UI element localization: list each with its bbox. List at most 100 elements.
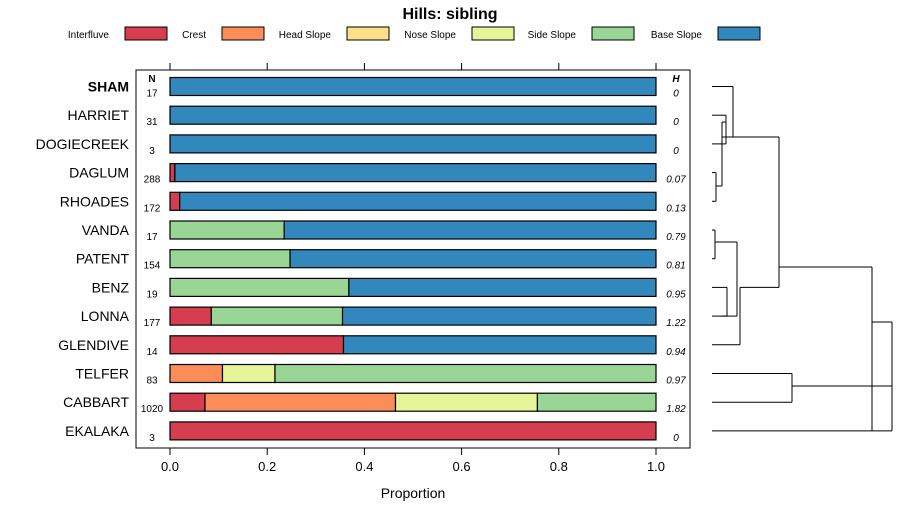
legend-swatch [221, 26, 265, 41]
bar-segment [283, 220, 657, 240]
bar-segment [174, 163, 657, 183]
row-label: LONNA [81, 308, 130, 324]
bar-segment [342, 335, 657, 355]
bar-segment [169, 105, 657, 125]
bar-row: RHOADES 172 0.13 [60, 191, 686, 214]
row-label: SHAM [88, 79, 129, 95]
bar-segment [169, 421, 657, 441]
n-value: 3 [149, 146, 155, 157]
bar-segment [204, 392, 397, 412]
h-value: 0.81 [666, 261, 685, 272]
n-value: 1020 [141, 404, 164, 415]
h-value: 1.82 [666, 404, 686, 415]
x-tick-label: 1.0 [647, 459, 665, 474]
h-value: 1.22 [666, 318, 686, 329]
bar-segment [169, 134, 657, 154]
row-label: EKALAKA [65, 423, 129, 439]
bar-segment [169, 363, 224, 384]
bar-segment [289, 249, 657, 269]
bar-row: PATENT 154 0.81 [76, 249, 686, 272]
bar-row: HARRIET 31 0 [68, 105, 679, 128]
legend-swatch [124, 26, 168, 41]
row-label: BENZ [92, 279, 130, 295]
row-label: TELFER [75, 366, 129, 382]
row-label: VANDA [82, 222, 130, 238]
bar-row: LONNA 177 1.22 [81, 306, 686, 329]
legend-label: Nose Slope [404, 30, 456, 41]
bar-segment [169, 76, 657, 97]
bar-segment [348, 277, 657, 297]
row-label: GLENDIVE [58, 337, 129, 353]
h-value: 0.97 [666, 376, 686, 387]
bar-segment [169, 249, 291, 269]
n-value: 31 [146, 117, 158, 128]
legend-swatch [591, 26, 635, 41]
bar-segment [394, 392, 539, 412]
h-value: 0 [673, 146, 679, 157]
row-label: DOGIECREEK [36, 136, 130, 152]
bar-row: DAGLUM 288 0.07 [69, 163, 686, 186]
n-value: 154 [144, 261, 161, 272]
n-value: 14 [146, 347, 158, 358]
n-header: N [148, 74, 155, 85]
bar-segment [536, 392, 657, 412]
row-label: PATENT [76, 251, 130, 267]
n-value: 177 [144, 318, 161, 329]
n-value: 3 [149, 433, 155, 444]
bar-segment [210, 306, 344, 326]
legend-swatch [346, 26, 390, 41]
bar-row: SHAM 17 0 [88, 76, 679, 100]
x-axis: 0.0 0.2 0.4 0.6 0.8 1.0 [161, 448, 665, 474]
row-label: DAGLUM [69, 165, 129, 181]
n-value: 83 [146, 376, 158, 387]
h-value: 0.95 [666, 289, 686, 300]
bar-segment [169, 392, 206, 412]
x-tick-label: 0.0 [161, 459, 179, 474]
n-value: 172 [144, 203, 161, 214]
bar-segment [169, 277, 350, 297]
legend-label: Base Slope [651, 30, 703, 41]
bar-segment [169, 163, 176, 183]
legend-label: Crest [182, 30, 206, 41]
bar-row: GLENDIVE 14 0.94 [58, 335, 686, 358]
rows: SHAM 17 0 HARRIET 31 0 DOGIECREEK 3 0 DAGLUM 288 0.… [36, 76, 686, 444]
row-label: HARRIET [68, 107, 130, 123]
bar-segment [169, 335, 345, 355]
legend-label: Head Slope [279, 30, 332, 41]
bar-segment [169, 191, 181, 211]
dendrogram [712, 86, 893, 432]
bar-segment [169, 306, 212, 326]
h-header: H [672, 74, 680, 85]
bar-row: BENZ 19 0.95 [92, 277, 686, 300]
bar-segment [221, 363, 276, 384]
bar-row: VANDA 17 0.79 [82, 220, 686, 243]
x-tick-label: 0.4 [355, 459, 373, 474]
bar-segment [179, 191, 657, 211]
bar-segment [341, 306, 657, 326]
h-value: 0 [673, 117, 679, 128]
h-value: 0.94 [666, 347, 686, 358]
bar-segment [169, 220, 285, 240]
plot-frame [135, 69, 691, 449]
bar-row: EKALAKA 3 0 [65, 421, 679, 444]
n-value: 17 [146, 232, 158, 243]
x-tick-label: 0.6 [453, 459, 471, 474]
h-value: 0.79 [666, 232, 686, 243]
h-value: 0.13 [666, 203, 686, 214]
legend: Interfluve Crest Head Slope Nose Slope Side … [68, 26, 761, 41]
n-value: 17 [146, 89, 158, 100]
n-value: 288 [144, 175, 161, 186]
bar-row: TELFER 83 0.97 [75, 363, 686, 387]
h-value: 0 [673, 89, 679, 100]
top-axis-ticks [169, 63, 657, 70]
row-label: CABBART [63, 394, 129, 410]
legend-swatch [471, 26, 515, 41]
bar-row: DOGIECREEK 3 0 [36, 134, 679, 157]
n-value: 19 [146, 289, 158, 300]
h-value: 0.07 [666, 175, 686, 186]
x-tick-label: 0.8 [550, 459, 568, 474]
x-axis-title: Proportion [381, 485, 446, 501]
row-label: RHOADES [60, 193, 129, 209]
bar-row: CABBART 1020 1.82 [63, 392, 686, 415]
